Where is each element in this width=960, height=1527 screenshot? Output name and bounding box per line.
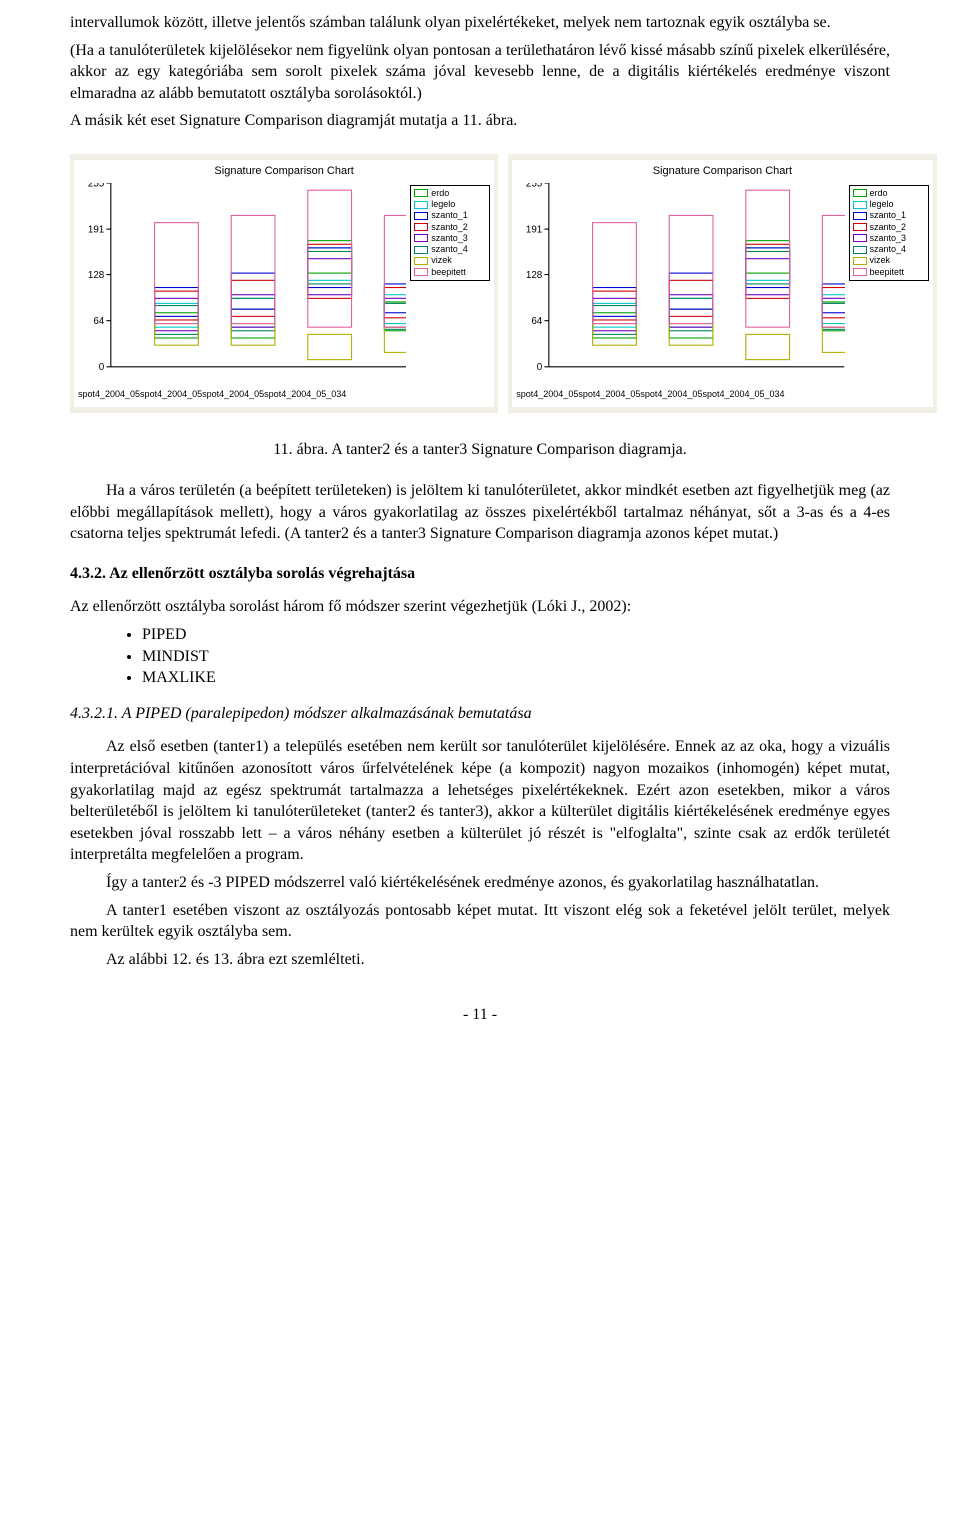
legend-swatch [414, 268, 428, 276]
svg-text:128: 128 [526, 270, 543, 281]
paragraph-2: (Ha a tanulóterületek kijelölésekor nem … [70, 40, 890, 105]
methods-list: PIPEDMINDISTMAXLIKE [70, 624, 890, 689]
chart-title-right: Signature Comparison Chart [516, 164, 928, 179]
svg-text:191: 191 [88, 224, 104, 235]
legend-swatch [853, 201, 867, 209]
methods-list-item: MINDIST [142, 646, 890, 668]
legend-label: legelo [870, 199, 894, 210]
legend-label: szanto_3 [870, 233, 907, 244]
svg-text:255: 255 [526, 183, 543, 189]
legend-label: szanto_1 [431, 210, 468, 221]
legend-item: legelo [414, 199, 486, 210]
legend-item: szanto_2 [414, 222, 486, 233]
svg-text:0: 0 [99, 362, 105, 373]
chart-plot-left: 0 64 128 191 255 spot4_2004_05spot4_2004_05sp… [78, 183, 406, 401]
svg-text:64: 64 [93, 316, 104, 327]
legend-label: erdo [431, 188, 449, 199]
legend-swatch [414, 212, 428, 220]
legend-label: beepitett [870, 267, 905, 278]
legend-item: erdo [414, 188, 486, 199]
legend-item: szanto_2 [853, 222, 925, 233]
chart-x-label: spot4_2004_05spot4_2004_05spot4_2004_05s… [516, 386, 844, 400]
svg-text:128: 128 [88, 270, 105, 281]
legend-item: szanto_3 [414, 233, 486, 244]
legend-item: beepitett [414, 267, 486, 278]
chart-svg: 0 64 128 191 255 [516, 183, 844, 380]
legend-label: erdo [870, 188, 888, 199]
legend-swatch [853, 234, 867, 242]
legend-label: szanto_2 [431, 222, 468, 233]
legend-label: legelo [431, 199, 455, 210]
section-heading-432: 4.3.2. Az ellenőrzött osztályba sorolás … [70, 563, 890, 585]
paragraph-6: Így a tanter2 és -3 PIPED módszerrel val… [70, 872, 890, 894]
charts-row: Signature Comparison Chart 0 64 128 191 255 s… [70, 154, 890, 413]
legend-item: vizek [414, 255, 486, 266]
chart-svg: 0 64 128 191 255 [78, 183, 406, 380]
svg-text:64: 64 [532, 316, 543, 327]
paragraph-after-charts: Ha a város területén (a beépített terüle… [70, 480, 890, 545]
legend-label: vizek [870, 255, 891, 266]
figure-caption: 11. ábra. A tanter2 és a tanter3 Signatu… [70, 439, 890, 461]
svg-text:0: 0 [537, 362, 543, 373]
legend-item: szanto_1 [414, 210, 486, 221]
legend-label: szanto_4 [870, 244, 907, 255]
chart-panel-right: Signature Comparison Chart 0 64 128 191 255 s… [508, 154, 936, 413]
legend-swatch [853, 257, 867, 265]
page-number: - 11 - [70, 1004, 890, 1026]
subsection-heading-4321: 4.3.2.1. A PIPED (paralepipedon) módszer… [70, 703, 890, 725]
methods-list-item: PIPED [142, 624, 890, 646]
legend-swatch [853, 189, 867, 197]
chart-plot-right: 0 64 128 191 255 spot4_2004_05spot4_2004_05sp… [516, 183, 844, 401]
legend-item: szanto_4 [853, 244, 925, 255]
paragraph-3: A másik két eset Signature Comparison di… [70, 110, 890, 132]
legend-swatch [414, 189, 428, 197]
svg-text:255: 255 [88, 183, 105, 189]
paragraph-5: Az első esetben (tanter1) a település es… [70, 736, 890, 866]
legend-label: szanto_2 [870, 222, 907, 233]
legend-swatch [414, 246, 428, 254]
chart-legend-right: erdolegeloszanto_1szanto_2szanto_3szanto… [849, 185, 929, 281]
legend-swatch [853, 223, 867, 231]
legend-label: szanto_4 [431, 244, 468, 255]
paragraph-1: intervallumok között, illetve jelentős s… [70, 12, 890, 34]
paragraph-8: Az alábbi 12. és 13. ábra ezt szemléltet… [70, 949, 890, 971]
chart-title-left: Signature Comparison Chart [78, 164, 490, 179]
legend-label: vizek [431, 255, 452, 266]
legend-swatch [414, 257, 428, 265]
p5-sentence-rest: Ennek az az oka, hogy a vizuális interpr… [70, 738, 890, 863]
chart-legend-left: erdolegeloszanto_1szanto_2szanto_3szanto… [410, 185, 490, 281]
legend-swatch [853, 212, 867, 220]
legend-item: szanto_3 [853, 233, 925, 244]
legend-swatch [414, 223, 428, 231]
legend-label: beepitett [431, 267, 466, 278]
legend-label: szanto_1 [870, 210, 907, 221]
legend-item: legelo [853, 199, 925, 210]
p5-sentence1: Az első esetben (tanter1) a település es… [106, 738, 670, 755]
section-lead: Az ellenőrzött osztályba sorolást három … [70, 596, 890, 618]
methods-list-item: MAXLIKE [142, 667, 890, 689]
chart-x-label: spot4_2004_05spot4_2004_05spot4_2004_05s… [78, 386, 406, 400]
chart-panel-left: Signature Comparison Chart 0 64 128 191 255 s… [70, 154, 498, 413]
legend-item: szanto_4 [414, 244, 486, 255]
paragraph-7: A tanter1 esetében viszont az osztályozá… [70, 900, 890, 943]
legend-swatch [853, 268, 867, 276]
legend-swatch [414, 234, 428, 242]
legend-swatch [414, 201, 428, 209]
legend-item: beepitett [853, 267, 925, 278]
legend-item: szanto_1 [853, 210, 925, 221]
legend-item: vizek [853, 255, 925, 266]
legend-label: szanto_3 [431, 233, 468, 244]
legend-swatch [853, 246, 867, 254]
legend-item: erdo [853, 188, 925, 199]
svg-text:191: 191 [526, 224, 542, 235]
